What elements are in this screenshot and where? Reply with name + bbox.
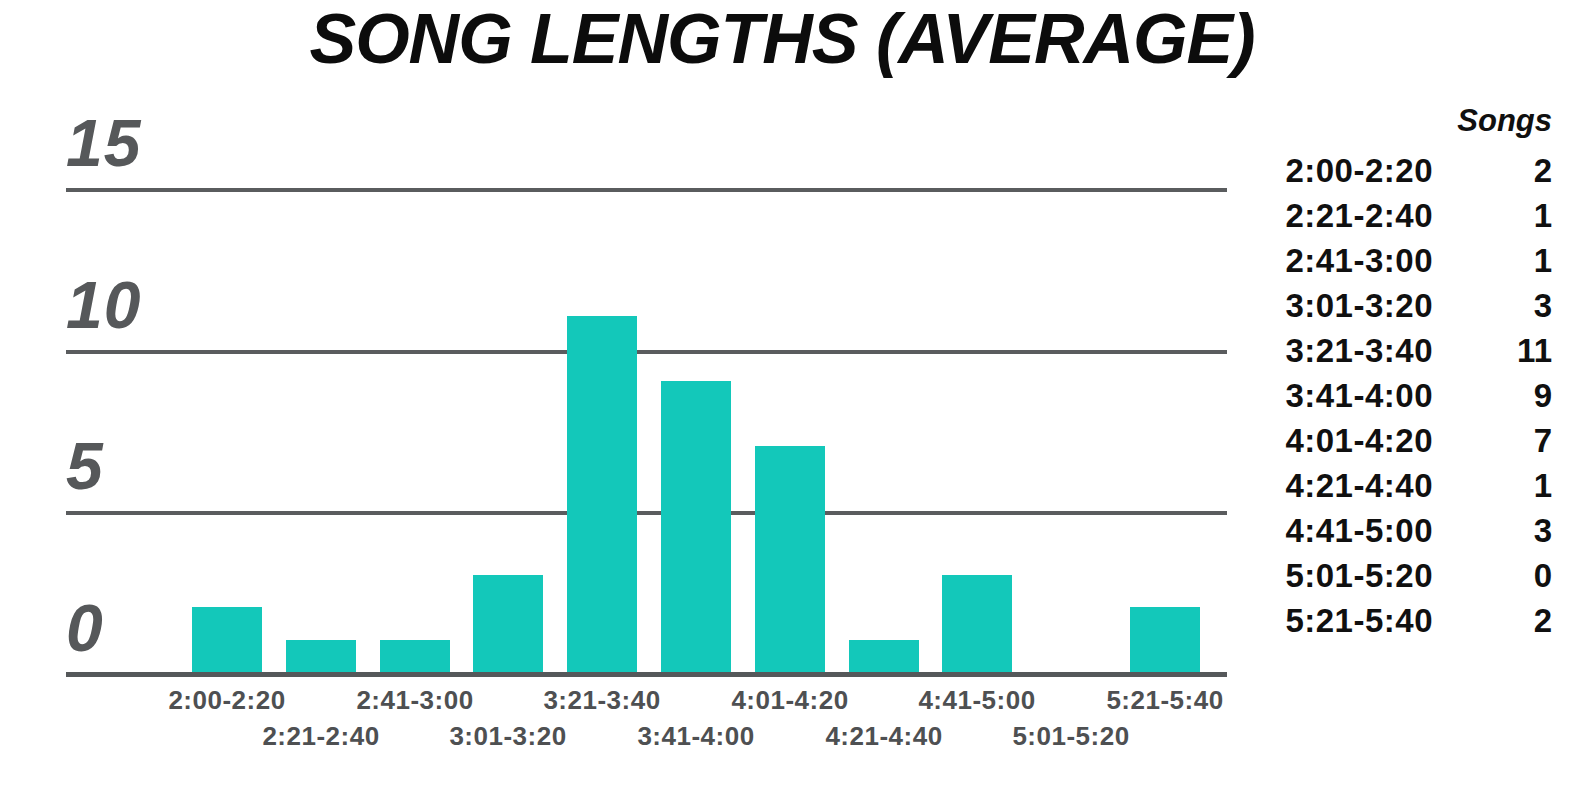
x-axis-label: 3:41-4:00 — [586, 723, 806, 749]
bar-slot — [180, 100, 274, 672]
bar-slot — [461, 100, 555, 672]
table-cell-count: 7 — [1433, 422, 1552, 460]
bar-slot — [931, 100, 1025, 672]
bar-slot — [555, 100, 649, 672]
chart-title: SONG LENGTHS (AVERAGE) — [0, 2, 1564, 78]
bar-slot — [837, 100, 931, 672]
y-axis-label: 5 — [66, 433, 104, 499]
table-row: 4:01-4:207 — [1232, 418, 1552, 463]
table-cell-range: 2:41-3:00 — [1232, 242, 1433, 280]
table-cell-range: 4:41-5:00 — [1232, 512, 1433, 550]
table-row: 3:41-4:009 — [1232, 373, 1552, 418]
x-axis-label: 5:01-5:20 — [961, 723, 1181, 749]
table-cell-range: 2:21-2:40 — [1232, 197, 1433, 235]
table-cell-range: 5:21-5:40 — [1232, 602, 1433, 640]
bar-slot — [274, 100, 368, 672]
songs-table-rows: 2:00-2:2022:21-2:4012:41-3:0013:01-3:203… — [1232, 148, 1552, 643]
table-cell-count: 1 — [1433, 242, 1552, 280]
table-cell-range: 5:01-5:20 — [1232, 557, 1433, 595]
table-row: 2:21-2:401 — [1232, 193, 1552, 238]
table-cell-range: 2:00-2:20 — [1232, 152, 1433, 190]
bar — [849, 640, 919, 672]
table-cell-range: 3:01-3:20 — [1232, 287, 1433, 325]
bar — [380, 640, 450, 672]
x-axis-label: 5:21-5:40 — [1055, 687, 1275, 713]
table-row: 5:01-5:200 — [1232, 553, 1552, 598]
x-axis-label: 3:01-3:20 — [398, 723, 618, 749]
bar-slot — [368, 100, 462, 672]
bar — [192, 607, 262, 672]
x-axis-line — [66, 672, 1227, 677]
table-row: 3:21-3:4011 — [1232, 328, 1552, 373]
songs-table-header: Songs — [1232, 102, 1552, 140]
bar-slot — [743, 100, 837, 672]
table-cell-count: 2 — [1433, 602, 1552, 640]
bar — [567, 316, 637, 672]
x-axis-label: 3:21-3:40 — [492, 687, 712, 713]
table-cell-range: 4:21-4:40 — [1232, 467, 1433, 505]
y-axis-label: 0 — [66, 595, 104, 661]
bar — [1130, 607, 1200, 672]
table-cell-count: 1 — [1433, 467, 1552, 505]
table-cell-count: 11 — [1433, 332, 1552, 370]
table-row: 2:41-3:001 — [1232, 238, 1552, 283]
table-cell-count: 1 — [1433, 197, 1552, 235]
bar-slot — [1024, 100, 1118, 672]
x-axis-label: 4:41-5:00 — [867, 687, 1087, 713]
table-cell-range: 3:21-3:40 — [1232, 332, 1433, 370]
table-cell-count: 9 — [1433, 377, 1552, 415]
table-row: 2:00-2:202 — [1232, 148, 1552, 193]
table-cell-count: 0 — [1433, 557, 1552, 595]
table-cell-range: 3:41-4:00 — [1232, 377, 1433, 415]
table-row: 4:21-4:401 — [1232, 463, 1552, 508]
table-row: 3:01-3:203 — [1232, 283, 1552, 328]
table-cell-range: 4:01-4:20 — [1232, 422, 1433, 460]
bar-slot — [649, 100, 743, 672]
table-cell-count: 2 — [1433, 152, 1552, 190]
bar — [755, 446, 825, 672]
x-axis-label: 2:00-2:20 — [117, 687, 337, 713]
table-row: 5:21-5:402 — [1232, 598, 1552, 643]
bar — [942, 575, 1012, 672]
table-cell-count: 3 — [1433, 512, 1552, 550]
table-row: 4:41-5:003 — [1232, 508, 1552, 553]
y-axis-label: 10 — [66, 272, 141, 338]
y-axis-label: 15 — [66, 110, 141, 176]
bar-slot — [1118, 100, 1212, 672]
bar — [661, 381, 731, 672]
bar — [473, 575, 543, 672]
songs-table: Songs 2:00-2:2022:21-2:4012:41-3:0013:01… — [1232, 102, 1552, 643]
plot-area: 051015 2:00-2:202:21-2:402:41-3:003:01-3… — [66, 100, 1227, 677]
song-lengths-infographic: SONG LENGTHS (AVERAGE) 051015 2:00-2:202… — [0, 0, 1592, 800]
table-cell-count: 3 — [1433, 287, 1552, 325]
bar — [286, 640, 356, 672]
bars-container — [180, 100, 1212, 672]
